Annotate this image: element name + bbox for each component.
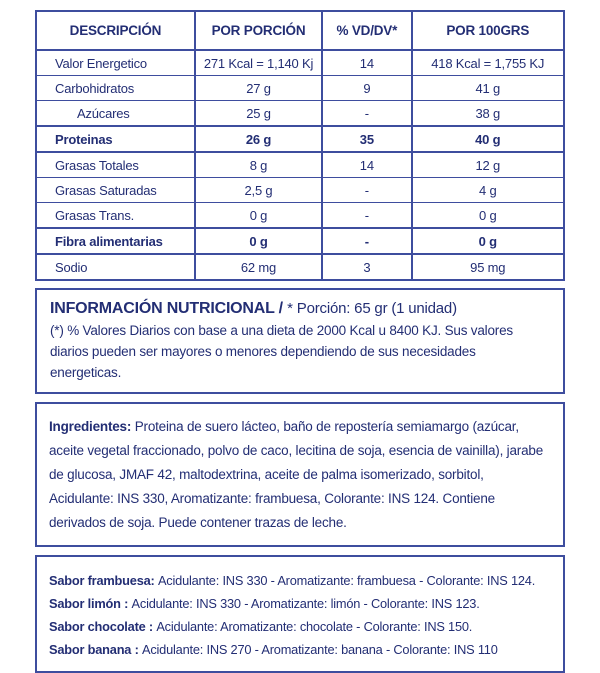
- section-title: INFORMACIÓN NUTRICIONAL / * Porción: 65 …: [50, 298, 550, 320]
- table-header-row: DESCRIPCIÓN POR PORCIÓN % VD/DV* POR 100…: [37, 12, 563, 49]
- table-row-grasas-saturadas: Grasas Saturadas 2,5 g - 4 g: [37, 177, 563, 202]
- info-title-bold: INFORMACIÓN NUTRICIONAL /: [50, 300, 288, 317]
- row-vd-value: 9: [323, 76, 413, 100]
- row-label: Valor Energetico: [37, 51, 196, 75]
- row-vd-value: -: [323, 203, 413, 227]
- row-vd-value: -: [323, 178, 413, 202]
- row-per100-value: 40 g: [475, 131, 501, 147]
- row-per100-value: 4 g: [479, 182, 497, 198]
- table-row-proteinas: Proteinas 26 g 35 40 g: [37, 125, 563, 151]
- row-label: Grasas Trans.: [37, 203, 196, 227]
- row-portion-value: 271 Kcal = 1,140 Kj: [196, 51, 324, 75]
- header-vd-dv: % VD/DV*: [323, 12, 413, 49]
- row-label: Grasas Saturadas: [37, 178, 196, 202]
- row-per100-value: 12 g: [475, 157, 500, 173]
- row-portion-value: 62 mg: [196, 255, 324, 279]
- table-row-grasas-totales: Grasas Totales 8 g 14 12 g: [37, 151, 563, 177]
- flavor-banana: Sabor banana : Acidulante: INS 270 - Aro…: [49, 638, 551, 661]
- row-per100-value: 41 g: [475, 80, 500, 96]
- row-portion-value: 2,5 g: [196, 178, 324, 202]
- flavor-text: Acidulante: INS 330 - Aromatizante: limó…: [131, 596, 480, 611]
- flavor-text: Acidulante: INS 270 - Aromatizante: bana…: [142, 642, 498, 657]
- table-row-azucares: Azúcares 25 g - 38 g: [37, 100, 563, 125]
- row-vd-value: -: [323, 101, 413, 125]
- table-row-grasas-trans: Grasas Trans. 0 g - 0 g: [37, 202, 563, 227]
- flavor-text: Acidulante: Aromatizante: chocolate - Co…: [156, 619, 473, 634]
- nutrition-table: DESCRIPCIÓN POR PORCIÓN % VD/DV* POR 100…: [35, 10, 565, 281]
- flavor-limon: Sabor limón : Acidulante: INS 330 - Arom…: [49, 592, 551, 615]
- flavor-text: Acidulante: INS 330 - Aromatizante: fram…: [157, 573, 536, 588]
- portion-size-text: * Porción: 65 gr (1 unidad): [287, 300, 457, 317]
- row-portion-value: 0 g: [196, 203, 324, 227]
- header-descripcion: DESCRIPCIÓN: [37, 12, 196, 49]
- header-por-porcion: POR PORCIÓN: [196, 12, 324, 49]
- row-per100-value: 95 mg: [470, 259, 506, 275]
- row-portion-value: 26 g: [196, 127, 324, 151]
- row-portion-value: 8 g: [196, 153, 324, 177]
- table-row-fibra-alimentarias: Fibra alimentarias 0 g - 0 g: [37, 227, 563, 253]
- flavors-section: Sabor frambuesa: Acidulante: INS 330 - A…: [35, 555, 565, 673]
- flavor-chocolate: Sabor chocolate : Acidulante: Aromatizan…: [49, 615, 551, 638]
- row-label: Azúcares: [37, 101, 196, 125]
- row-vd-value: 3: [323, 255, 413, 279]
- table-row-carbohidratos: Carbohidratos 27 g 9 41 g: [37, 75, 563, 100]
- row-label: Grasas Totales: [37, 153, 196, 177]
- flavor-frambuesa: Sabor frambuesa: Acidulante: INS 330 - A…: [49, 569, 551, 592]
- flavor-name: Sabor chocolate :: [49, 619, 157, 634]
- row-per100-value: 418 Kcal = 1,755 KJ: [431, 55, 545, 71]
- flavor-name: Sabor limón :: [49, 596, 132, 611]
- row-label: Sodio: [37, 255, 196, 279]
- header-por-100grs: POR 100GRS: [446, 23, 530, 38]
- ingredients-section: Ingredientes: Proteina de suero lácteo, …: [35, 402, 565, 547]
- row-portion-value: 25 g: [196, 101, 324, 125]
- row-label: Carbohidratos: [37, 76, 196, 100]
- row-per100-value: 38 g: [475, 105, 500, 121]
- nutritional-info-section: INFORMACIÓN NUTRICIONAL / * Porción: 65 …: [35, 288, 565, 394]
- ingredients-text: Proteina de suero lácteo, baño de repost…: [49, 419, 544, 530]
- row-portion-value: 27 g: [196, 76, 324, 100]
- row-per100-value: 0 g: [478, 233, 497, 249]
- daily-values-note: (*) % Valores Diarios con base a una die…: [50, 323, 513, 380]
- ingredients-label: Ingredientes:: [49, 419, 135, 434]
- row-vd-value: 35: [323, 127, 413, 151]
- row-vd-value: 14: [323, 153, 413, 177]
- nutrition-label-page: DESCRIPCIÓN POR PORCIÓN % VD/DV* POR 100…: [35, 10, 565, 673]
- row-vd-value: -: [323, 229, 413, 253]
- table-row-sodio: Sodio 62 mg 3 95 mg: [37, 253, 563, 279]
- flavor-name: Sabor banana :: [49, 642, 142, 657]
- flavor-name: Sabor frambuesa:: [49, 573, 158, 588]
- row-vd-value: 14: [323, 51, 413, 75]
- row-label: Proteinas: [37, 127, 196, 151]
- ingredients-paragraph: Ingredientes: Proteina de suero lácteo, …: [49, 415, 551, 535]
- row-label: Fibra alimentarias: [37, 229, 196, 253]
- row-per100-value: 0 g: [479, 207, 497, 223]
- row-portion-value: 0 g: [196, 229, 324, 253]
- table-row-valor-energetico: Valor Energetico 271 Kcal = 1,140 Kj 14 …: [37, 49, 563, 75]
